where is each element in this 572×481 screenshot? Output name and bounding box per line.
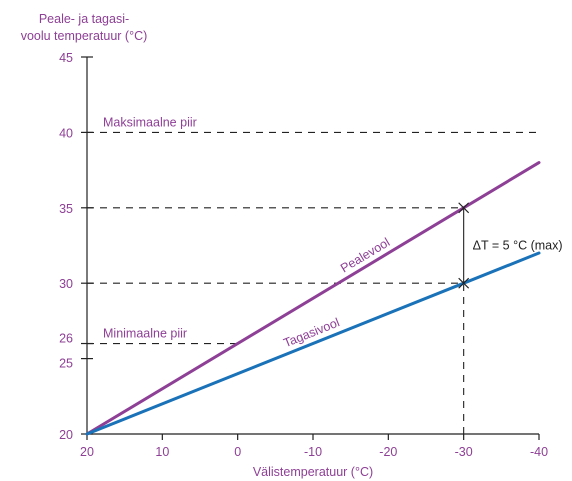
y-tick-label-3: 30 bbox=[59, 277, 73, 291]
x-axis-title: Välistemperatuur (°C) bbox=[253, 465, 373, 479]
series-line-pealevool bbox=[85, 161, 541, 436]
delta-annotation-label: ΔT = 5 °C (max) bbox=[473, 239, 563, 253]
x-tick-label-5: -30 bbox=[455, 445, 473, 459]
delta-arrow-head-bottom-inner bbox=[458, 282, 470, 289]
reference-label-1: Minimaalne piir bbox=[103, 327, 187, 341]
x-tick-label-0: 20 bbox=[80, 445, 94, 459]
y-tick-label-1: 25 bbox=[59, 357, 73, 371]
x-tick-label-3: -10 bbox=[304, 445, 322, 459]
delta-arrow-head-top-inner bbox=[458, 207, 470, 214]
y-tick-label-4: 35 bbox=[59, 202, 73, 216]
y-tick-label-0: 20 bbox=[59, 428, 73, 442]
y-tick-label-6: 45 bbox=[59, 51, 73, 65]
y-tick-label-5: 40 bbox=[59, 126, 73, 140]
x-tick-label-6: -40 bbox=[530, 445, 548, 459]
y-axis-title-line-1: Peale- ja tagasi- bbox=[39, 12, 129, 26]
x-tick-label-1: 10 bbox=[155, 445, 169, 459]
x-tick-label-4: -20 bbox=[379, 445, 397, 459]
x-tick-label-2: 0 bbox=[234, 445, 241, 459]
y-tick-label-2: 26 bbox=[59, 332, 73, 346]
y-axis-title-line-2: voolu temperatuur (°C) bbox=[21, 29, 148, 43]
reference-label-0: Maksimaalne piir bbox=[103, 115, 197, 129]
